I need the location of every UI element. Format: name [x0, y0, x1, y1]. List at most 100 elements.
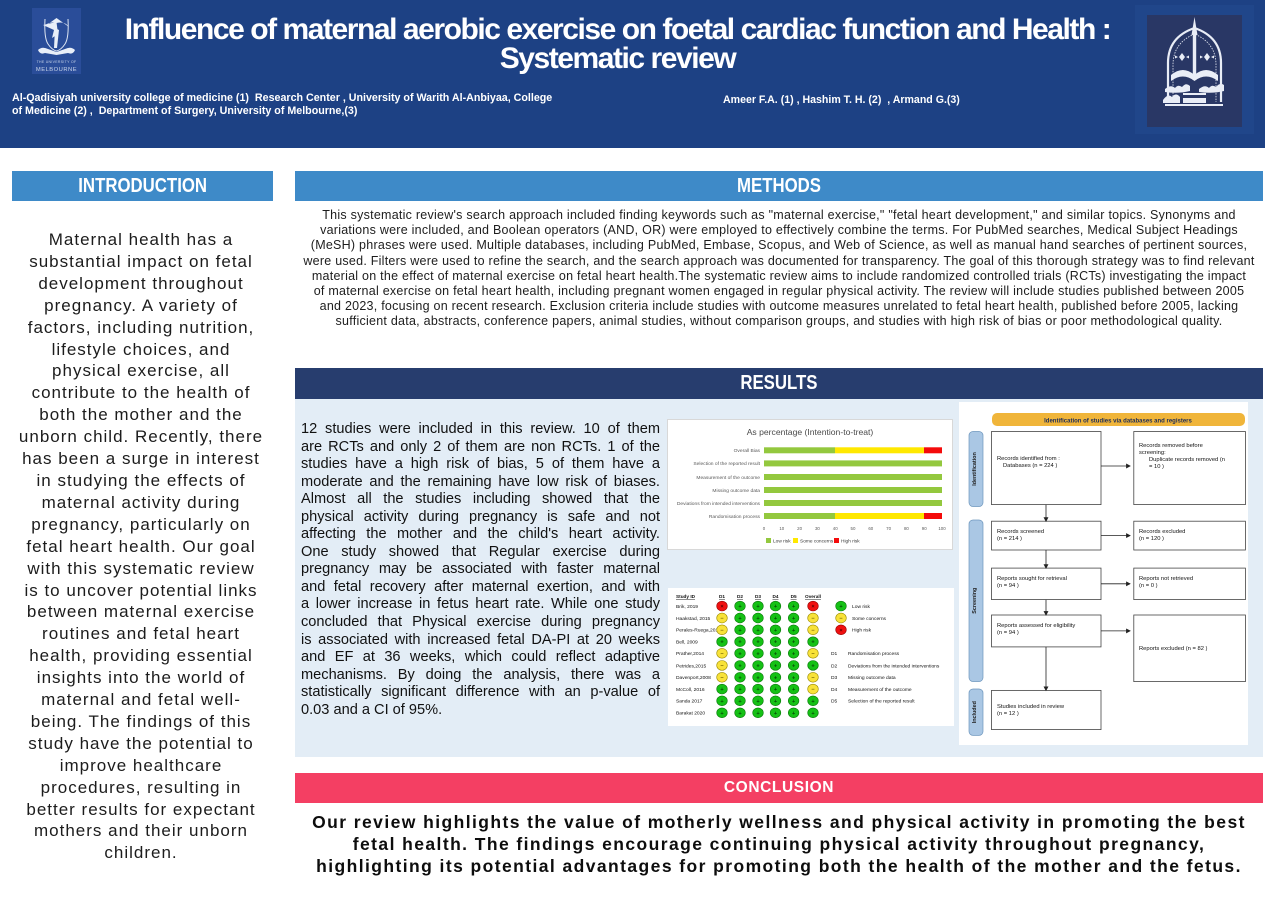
svg-text:+: +	[774, 699, 778, 705]
svg-text:−: −	[720, 616, 724, 622]
svg-text:+: +	[811, 663, 815, 669]
svg-text:+: +	[738, 699, 742, 705]
svg-text:Measurement of the outcome: Measurement of the outcome	[848, 687, 912, 693]
svg-text:+: +	[792, 699, 796, 705]
svg-text:D5: D5	[791, 594, 797, 599]
svg-text:Low risk: Low risk	[773, 538, 791, 544]
svg-text:D3: D3	[831, 675, 838, 681]
svg-text:Studies included in review: Studies included in review	[997, 704, 1065, 710]
svg-text:Databases (n = 224 ): Databases (n = 224 )	[1003, 463, 1057, 469]
svg-text:+: +	[811, 699, 815, 705]
svg-text:Deviations from the intended: Deviations from the intended interventio…	[848, 663, 940, 669]
svg-text:(n = 120 ): (n = 120 )	[1139, 536, 1164, 542]
svg-text:+: +	[792, 675, 796, 681]
svg-text:+: +	[720, 711, 724, 717]
svg-text:−: −	[720, 663, 724, 669]
svg-text:Overall Bias: Overall Bias	[734, 448, 761, 454]
svg-text:Some concerns: Some concerns	[800, 538, 834, 544]
svg-text:MELBOURNE: MELBOURNE	[36, 67, 77, 73]
svg-text:+: +	[774, 616, 778, 622]
svg-text:Some concerns: Some concerns	[852, 616, 887, 622]
svg-text:+: +	[792, 616, 796, 622]
svg-text:+: +	[792, 628, 796, 634]
svg-text:+: +	[720, 687, 724, 693]
svg-text:+: +	[738, 640, 742, 646]
svg-text:Haakstad, 2015: Haakstad, 2015	[676, 616, 711, 622]
svg-text:+: +	[738, 711, 742, 717]
svg-text:Study ID: Study ID	[676, 594, 696, 599]
svg-text:+: +	[774, 604, 778, 610]
svg-text:+: +	[738, 663, 742, 669]
svg-text:screening:: screening:	[1139, 450, 1166, 456]
svg-text:+: +	[738, 604, 742, 610]
svg-text:−: −	[811, 675, 815, 681]
svg-text:Deviations from intended inter: Deviations from intended interventions	[677, 501, 761, 507]
svg-text:Records screened: Records screened	[997, 529, 1044, 535]
svg-text:Bell, 2009: Bell, 2009	[676, 640, 698, 646]
svg-text:+: +	[738, 675, 742, 681]
svg-text:Low risk: Low risk	[852, 604, 870, 610]
svg-text:Duplicate records removed (n: Duplicate records removed (n	[1149, 457, 1225, 463]
svg-text:+: +	[792, 640, 796, 646]
svg-text:Reports sought for retrieval: Reports sought for retrieval	[997, 576, 1067, 582]
svg-text:+: +	[774, 711, 778, 717]
svg-text:Missing outcome data: Missing outcome data	[712, 488, 760, 494]
svg-text:D5: D5	[831, 699, 838, 705]
svg-text:THE UNIVERSITY OF: THE UNIVERSITY OF	[37, 60, 77, 64]
svg-text:+: +	[738, 687, 742, 693]
svg-text:+: +	[839, 604, 843, 610]
svg-text:×: ×	[811, 604, 815, 610]
svg-text:×: ×	[720, 604, 724, 610]
svg-text:Perales-Ruega,2016: Perales-Ruega,2016	[676, 628, 721, 634]
svg-text:D4: D4	[773, 594, 779, 599]
svg-text:−: −	[720, 628, 724, 634]
svg-text:= 10 ): = 10 )	[1149, 464, 1164, 470]
svg-text:0: 0	[763, 526, 766, 531]
svg-text:90: 90	[922, 526, 927, 531]
svg-text:10: 10	[779, 526, 784, 531]
svg-text:+: +	[720, 699, 724, 705]
svg-text:High risk: High risk	[852, 628, 872, 634]
svg-text:Screening: Screening	[972, 588, 978, 614]
svg-text:Records removed before: Records removed before	[1139, 443, 1203, 449]
svg-text:Sanda 2017: Sanda 2017	[676, 699, 703, 705]
svg-text:Randomisation process: Randomisation process	[709, 514, 761, 520]
svg-text:+: +	[738, 651, 742, 657]
svg-text:+: +	[792, 687, 796, 693]
svg-text:Selection of the reported resu: Selection of the reported result	[693, 461, 760, 467]
svg-text:(n = 12 ): (n = 12 )	[997, 711, 1019, 717]
svg-text:Measurement of the outcome: Measurement of the outcome	[696, 475, 760, 481]
svg-text:+: +	[738, 628, 742, 634]
svg-text:+: +	[756, 640, 760, 646]
svg-text:(n = 94 ): (n = 94 )	[997, 583, 1019, 589]
svg-text:+: +	[792, 663, 796, 669]
svg-text:+: +	[756, 663, 760, 669]
svg-text:Reports assessed for eligibili: Reports assessed for eligibility	[997, 623, 1075, 629]
svg-text:Overall: Overall	[805, 594, 821, 599]
svg-text:As percentage (Intention-to-tr: As percentage (Intention-to-treat)	[747, 427, 874, 437]
svg-text:+: +	[774, 651, 778, 657]
svg-text:Davenport,2008: Davenport,2008	[676, 675, 711, 681]
svg-text:+: +	[774, 628, 778, 634]
svg-text:Prather,2014: Prather,2014	[676, 651, 704, 657]
svg-text:70: 70	[886, 526, 891, 531]
svg-text:−: −	[811, 687, 815, 693]
svg-text:Identification: Identification	[972, 452, 978, 486]
svg-text:Records excluded: Records excluded	[1139, 529, 1185, 535]
svg-text:Identification of studies via: Identification of studies via databases …	[1044, 419, 1192, 425]
svg-text:D2: D2	[831, 663, 838, 669]
svg-text:+: +	[792, 651, 796, 657]
svg-text:D1: D1	[831, 651, 838, 657]
svg-text:Randomisation process: Randomisation process	[848, 651, 900, 657]
svg-text:Petrides,2015: Petrides,2015	[676, 663, 706, 669]
svg-text:(n = 94 ): (n = 94 )	[997, 630, 1019, 636]
svg-text:100: 100	[938, 526, 946, 531]
svg-text:60: 60	[868, 526, 873, 531]
svg-text:50: 50	[851, 526, 856, 531]
svg-text:High risk: High risk	[841, 538, 860, 544]
svg-text:+: +	[756, 628, 760, 634]
svg-text:−: −	[811, 616, 815, 622]
svg-text:+: +	[756, 687, 760, 693]
svg-text:−: −	[720, 651, 724, 657]
svg-text:Reports not retrieved: Reports not retrieved	[1139, 576, 1193, 582]
